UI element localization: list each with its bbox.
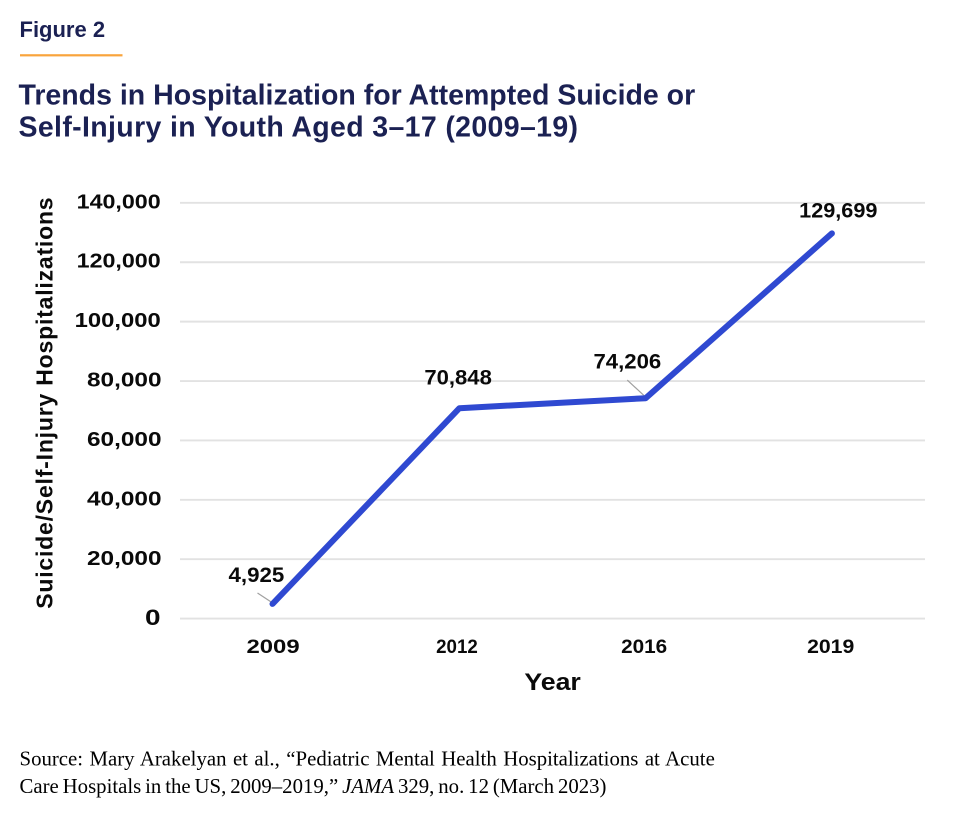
svg-text:70,848: 70,848 [424, 366, 491, 389]
svg-text:Year: Year [524, 669, 580, 696]
svg-text:Source: Mary Arakelyan et al.,: Source: Mary Arakelyan et al., “Pediatri… [20, 747, 715, 770]
svg-text:140,000: 140,000 [77, 190, 161, 213]
svg-text:Self-Injury in Youth Aged 3–17: Self-Injury in Youth Aged 3–17 (2009–19) [19, 112, 579, 144]
svg-text:40,000: 40,000 [87, 487, 162, 510]
svg-text:0: 0 [145, 606, 161, 630]
svg-text:2016: 2016 [621, 637, 667, 658]
svg-text:100,000: 100,000 [75, 309, 161, 332]
svg-text:60,000: 60,000 [87, 428, 162, 451]
svg-text:Suicide/Self-Injury Hospitaliz: Suicide/Self-Injury Hospitalizations [32, 197, 58, 609]
svg-text:Care Hospitals in the US, 2009: Care Hospitals in the US, 2009–2019,” JA… [20, 775, 607, 798]
svg-text:Trends in Hospitalization for: Trends in Hospitalization for Attempted … [19, 80, 696, 112]
svg-text:129,699: 129,699 [799, 199, 877, 223]
svg-text:74,206: 74,206 [593, 349, 661, 373]
svg-text:20,000: 20,000 [87, 547, 162, 570]
svg-text:2009: 2009 [246, 635, 299, 657]
svg-text:2019: 2019 [807, 637, 854, 658]
svg-text:Figure 2: Figure 2 [20, 17, 106, 42]
svg-text:2012: 2012 [436, 637, 478, 658]
svg-text:4,925: 4,925 [228, 563, 284, 587]
svg-text:80,000: 80,000 [87, 368, 162, 391]
svg-text:120,000: 120,000 [77, 249, 161, 272]
